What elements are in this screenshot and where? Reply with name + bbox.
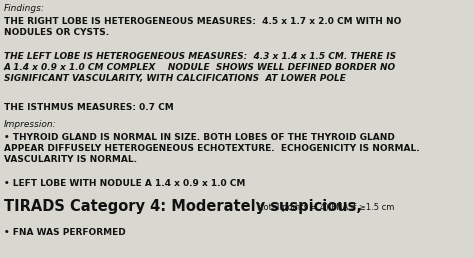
Text: THE ISTHMUS MEASURES: 0.7 CM: THE ISTHMUS MEASURES: 0.7 CM (4, 103, 174, 112)
Text: • LEFT LOBE WITH NODULE A 1.4 x 0.9 x 1.0 CM: • LEFT LOBE WITH NODULE A 1.4 x 0.9 x 1.… (4, 179, 246, 188)
Text: Findings:: Findings: (4, 4, 45, 13)
Text: (total points = 4),FNA if ≥1.5 cm: (total points = 4),FNA if ≥1.5 cm (257, 203, 394, 212)
Text: TIRADS Category 4: Moderately suspicious,: TIRADS Category 4: Moderately suspicious… (4, 199, 362, 214)
Text: • THYROID GLAND IS NORMAL IN SIZE. BOTH LOBES OF THE THYROID GLAND
APPEAR DIFFUS: • THYROID GLAND IS NORMAL IN SIZE. BOTH … (4, 133, 419, 164)
Text: • FNA WAS PERFORMED: • FNA WAS PERFORMED (4, 228, 126, 237)
Text: THE LEFT LOBE IS HETEROGENEOUS MEASURES:  4.3 x 1.4 x 1.5 CM. THERE IS
A 1.4 x 0: THE LEFT LOBE IS HETEROGENEOUS MEASURES:… (4, 52, 396, 83)
Text: THE RIGHT LOBE IS HETEROGENEOUS MEASURES:  4.5 x 1.7 x 2.0 CM WITH NO
NODULES OR: THE RIGHT LOBE IS HETEROGENEOUS MEASURES… (4, 17, 401, 37)
Text: Impression:: Impression: (4, 120, 56, 129)
